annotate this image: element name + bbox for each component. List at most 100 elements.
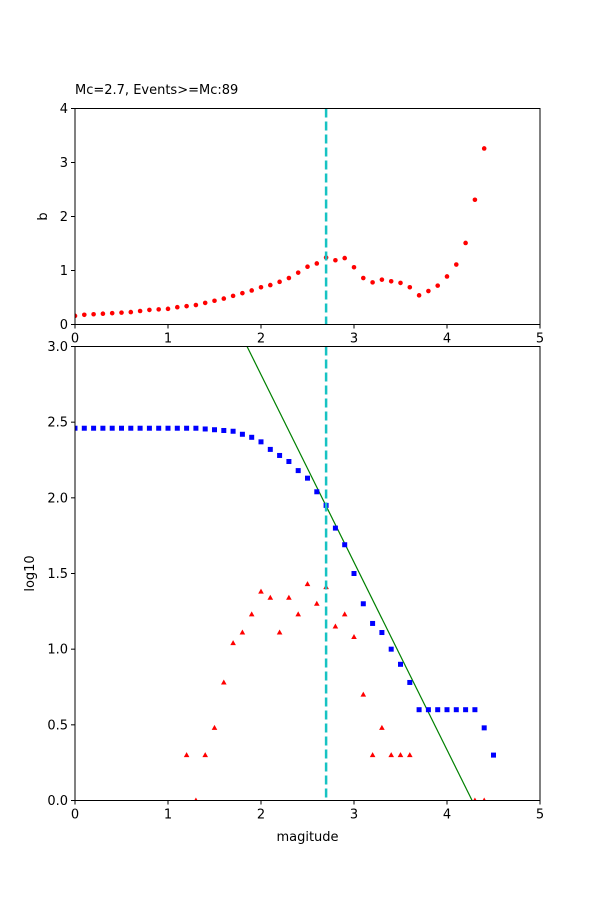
b-value-x-tick-label: 0 xyxy=(71,332,79,347)
frequency-magnitude-triangle-point xyxy=(379,724,385,730)
frequency-magnitude-square-point xyxy=(388,646,394,652)
b-value-point xyxy=(333,257,338,263)
b-value-point xyxy=(100,311,106,317)
b-value-point xyxy=(481,146,487,151)
frequency-magnitude-y-tick-label: 0.5 xyxy=(47,718,68,733)
b-value-point xyxy=(137,308,143,314)
frequency-magnitude-square-point xyxy=(472,707,478,713)
frequency-magnitude-square-point xyxy=(119,425,124,431)
b-value-point xyxy=(221,296,227,301)
frequency-magnitude-square-point xyxy=(75,425,78,431)
frequency-magnitude-x-axis-label: magitude xyxy=(276,830,338,845)
b-value-point xyxy=(435,283,441,288)
b-value-x-tick-label: 5 xyxy=(536,332,544,347)
b-value-y-tick-label: 2 xyxy=(60,210,68,225)
frequency-magnitude-square-point xyxy=(286,459,292,465)
frequency-magnitude-square-point xyxy=(258,439,264,445)
frequency-magnitude-square-point xyxy=(277,452,283,458)
b-value-point xyxy=(277,279,282,285)
b-value-y-axis-label: b xyxy=(36,212,51,220)
frequency-magnitude-square-point xyxy=(156,425,162,431)
frequency-magnitude-square-point xyxy=(305,475,310,481)
b-value-y-tick-label: 0 xyxy=(60,318,68,333)
frequency-magnitude-y-tick-label: 1.5 xyxy=(47,567,68,582)
b-value-point xyxy=(119,310,124,315)
frequency-magnitude-triangle-point xyxy=(202,752,208,758)
frequency-magnitude-triangle-point xyxy=(248,611,255,617)
frequency-magnitude-y-axis-label: log10 xyxy=(23,555,38,591)
frequency-magnitude-triangle-point xyxy=(258,588,264,594)
frequency-magnitude-triangle-point xyxy=(314,600,320,606)
frequency-magnitude-triangle-point xyxy=(369,752,376,758)
b-value-point xyxy=(175,304,180,310)
frequency-magnitude-square-point xyxy=(249,434,255,440)
frequency-magnitude-y-tick-label: 2.5 xyxy=(47,416,68,431)
b-value-point xyxy=(258,284,264,290)
b-value-ticks: 0 1 2 3 4 5 0 1 2 3 4 xyxy=(60,102,544,347)
frequency-magnitude-triangle-point xyxy=(482,797,486,801)
b-value-point xyxy=(351,264,357,270)
frequency-magnitude-triangle-point xyxy=(230,640,236,646)
frequency-magnitude-square-point xyxy=(463,707,469,713)
frequency-magnitude-plot: 0 1 2 3 4 5 0.0 0.5 1.0 1.5 2.0 2.5 3.0 log10 magitu… xyxy=(23,340,544,845)
frequency-magnitude-y-tick-label: 3.0 xyxy=(47,340,68,355)
b-value-point xyxy=(128,309,134,315)
frequency-magnitude-square-point xyxy=(109,425,115,431)
frequency-magnitude-y-tick-label: 1.0 xyxy=(47,643,68,658)
frequency-magnitude-square-point xyxy=(100,425,106,431)
b-value-point xyxy=(82,312,87,318)
b-value-point xyxy=(463,240,468,246)
b-value-point xyxy=(295,270,301,275)
frequency-magnitude-triangle-point xyxy=(397,752,404,758)
frequency-magnitude-triangle-point xyxy=(388,752,394,758)
frequency-magnitude-triangle-point xyxy=(407,752,413,758)
frequency-magnitude-square-point xyxy=(342,542,348,548)
frequency-magnitude-triangle-point xyxy=(360,691,367,697)
frequency-magnitude-square-point xyxy=(360,601,366,607)
frequency-magnitude-triangle-point xyxy=(211,724,218,730)
b-value-point xyxy=(184,303,189,309)
frequency-magnitude-data xyxy=(75,346,496,801)
b-value-point xyxy=(202,300,208,306)
b-value-point xyxy=(407,284,413,290)
frequency-magnitude-x-tick-label: 2 xyxy=(257,808,265,823)
frequency-magnitude-square-point xyxy=(481,725,487,731)
frequency-magnitude-square-point xyxy=(295,468,301,474)
b-value-point xyxy=(230,293,236,299)
frequency-magnitude-square-point xyxy=(230,428,236,434)
frequency-magnitude-square-point xyxy=(239,431,245,437)
frequency-magnitude-square-point xyxy=(165,425,171,431)
b-value-point xyxy=(91,311,96,317)
frequency-magnitude-triangle-point xyxy=(194,797,198,801)
b-value-point xyxy=(109,310,115,316)
frequency-magnitude-square-point xyxy=(146,425,152,431)
b-value-point xyxy=(398,280,403,286)
frequency-magnitude-triangle-point xyxy=(295,611,301,617)
frequency-magnitude-square-point xyxy=(91,425,97,431)
b-value-point xyxy=(314,261,320,266)
b-value-point xyxy=(416,293,422,298)
frequency-magnitude-square-point xyxy=(425,707,431,713)
frequency-magnitude-square-point xyxy=(137,425,143,431)
frequency-magnitude-triangle-point xyxy=(473,797,477,801)
frequency-magnitude-square-point xyxy=(212,427,217,433)
frequency-magnitude-square-point xyxy=(174,425,180,431)
frequency-magnitude-square-point xyxy=(444,707,450,713)
b-value-point xyxy=(379,277,385,282)
frequency-magnitude-square-point xyxy=(128,425,134,431)
b-value-point xyxy=(147,307,152,313)
frequency-magnitude-square-point xyxy=(379,630,385,636)
b-value-plot: Mc=2.7, Events>=Mc:89 0 1 2 3 4 5 0 1 2 3 4 b xyxy=(36,83,544,347)
b-value-clipped-layer xyxy=(75,146,487,319)
frequency-magnitude-triangle-point xyxy=(276,629,283,635)
b-value-point xyxy=(165,306,171,312)
frequency-magnitude-x-tick-label: 0 xyxy=(71,808,79,823)
frequency-magnitude-triangle-point xyxy=(221,679,227,685)
b-value-point xyxy=(193,302,199,308)
b-value-point xyxy=(454,262,459,267)
b-value-point xyxy=(268,282,273,288)
frequency-magnitude-triangle-point xyxy=(239,629,246,635)
b-value-y-tick-label: 4 xyxy=(60,102,68,117)
frequency-magnitude-square-point xyxy=(416,707,422,713)
